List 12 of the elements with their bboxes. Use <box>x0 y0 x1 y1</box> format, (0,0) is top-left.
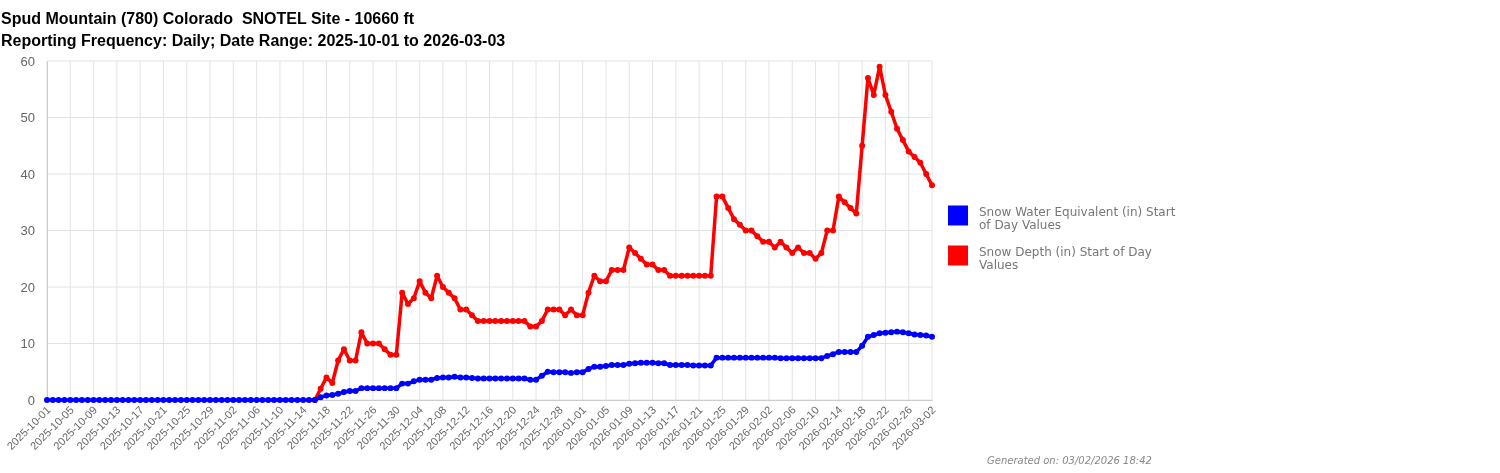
y-tick-label: 30 <box>20 223 35 239</box>
y-tick-label: 20 <box>20 279 35 295</box>
y-tick-label: 40 <box>20 166 35 182</box>
y-tick-label: 50 <box>20 110 35 126</box>
legend-label: Snow Water Equivalent (in) Start of Day Values <box>979 204 1176 232</box>
y-tick-label: 60 <box>20 53 35 69</box>
text: Generated on: 03/02/2026 18:42 <box>987 455 1152 466</box>
chart-subtitle: Reporting Frequency: Daily; Date Range: 2025-10-01 to 2026-03-03 <box>1 32 506 49</box>
legend-label: Snow Depth (in) Start of Day Values <box>979 244 1152 272</box>
y-tick-label: 10 <box>20 336 35 352</box>
chart-title: Spud Mountain (780) Colorado SNOTEL Site - 10660 ft <box>1 10 415 27</box>
y-tick-label: 0 <box>27 392 35 408</box>
